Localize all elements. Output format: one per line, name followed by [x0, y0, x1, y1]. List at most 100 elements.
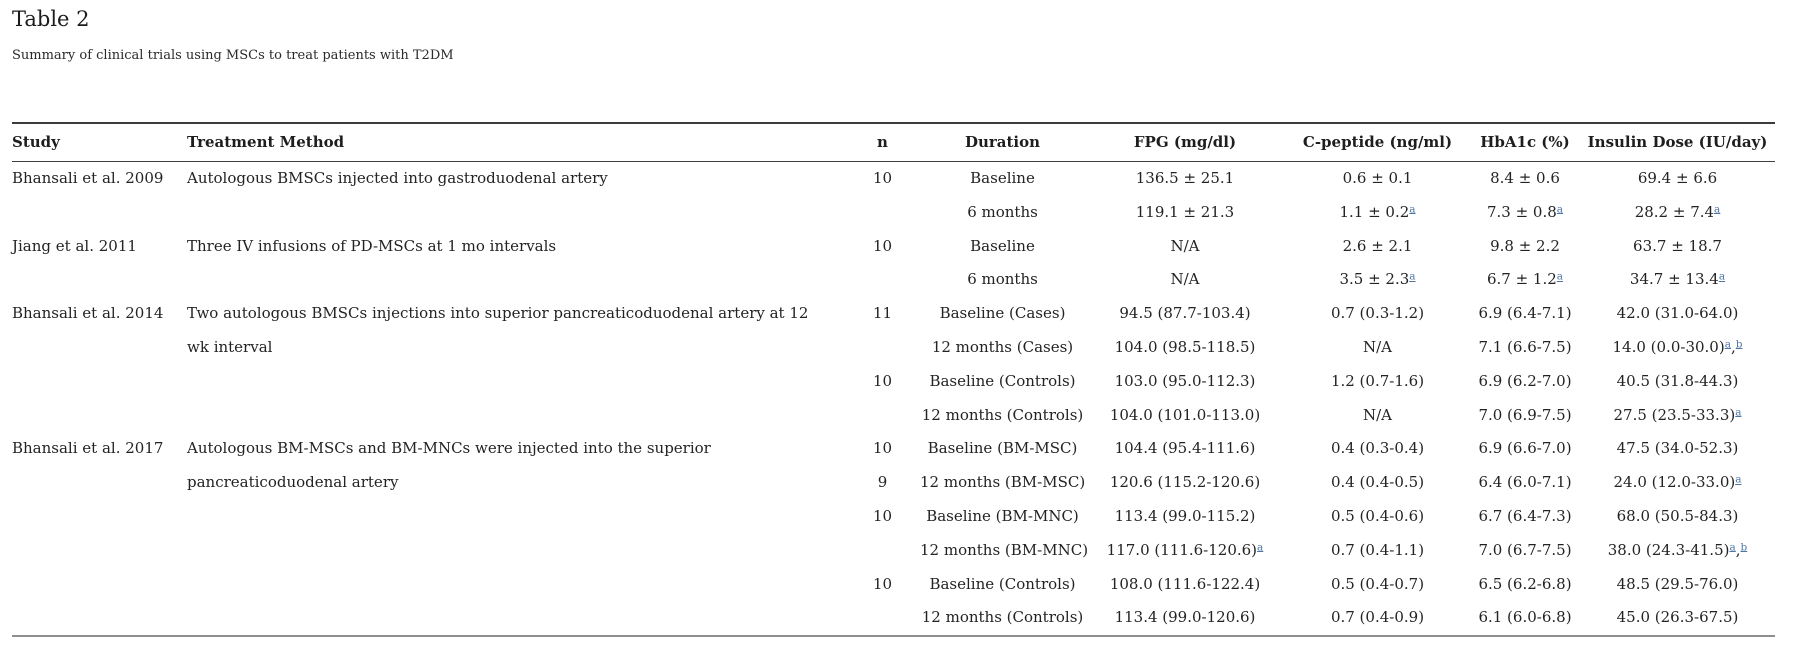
insulin-cell: 68.0 (50.5-84.3)	[1616, 506, 1739, 525]
hba1c-cell: 6.7 ± 1.2a	[1486, 270, 1564, 289]
n-cell: 9	[877, 473, 888, 492]
duration-cell: Baseline (BM-MNC)	[926, 506, 1079, 525]
hba1c-cell: 7.1 (6.6-7.5)	[1478, 337, 1572, 356]
n-cell: 11	[872, 304, 893, 323]
footnote-link-b[interactable]: b	[1735, 338, 1743, 351]
hba1c-cell: 9.8 ± 2.2	[1490, 236, 1560, 255]
table-row: 6 months N/A 3.5 ± 2.3a 6.7 ± 1.2a 34.7 ± 13…	[12, 263, 1775, 297]
fpg-cell: 119.1 ± 21.3	[1135, 202, 1235, 221]
n-cell: 10	[872, 169, 893, 187]
n-cell	[845, 196, 920, 230]
c-peptide-cell: 0.7 (0.4-1.1)	[1330, 540, 1425, 559]
insulin-cell: 38.0 (24.3-41.5)a,b	[1607, 540, 1748, 559]
table-row: 6 months 119.1 ± 21.3 1.1 ± 0.2a 7.3 ± 0.8a…	[12, 196, 1775, 230]
fpg-cell: 108.0 (111.6-122.4)	[1109, 574, 1261, 593]
hba1c-cell: 6.1 (6.0-6.8)	[1478, 608, 1572, 627]
footnote-link-a[interactable]: a	[1735, 406, 1742, 419]
hba1c-cell: 6.7 (6.4-7.3)	[1478, 506, 1572, 525]
study-cell: Bhansali et al. 2009	[12, 169, 164, 187]
table-body: Bhansali et al. 2009 Autologous BMSCs inj…	[12, 162, 1775, 637]
hba1c-cell: 7.0 (6.7-7.5)	[1478, 540, 1572, 559]
fpg-cell: 120.6 (115.2-120.6)	[1109, 473, 1261, 492]
insulin-cell: 47.5 (34.0-52.3)	[1616, 439, 1739, 458]
table-row: Bhansali et al. 2017 Autologous BM-MSCs a…	[12, 432, 1775, 491]
duration-cell: 12 months (Controls)	[921, 608, 1084, 627]
study-cell: Bhansali et al. 2017	[12, 439, 164, 458]
hba1c-cell: 6.9 (6.6-7.0)	[1478, 439, 1572, 458]
clinical-trials-table: Study Treatment Method n Duration FPG (mg/dl…	[12, 122, 1775, 638]
hba1c-cell: 7.0 (6.9-7.5)	[1478, 405, 1572, 424]
header-row: Study Treatment Method n Duration FPG (mg/dl…	[12, 123, 1775, 162]
table-caption: Summary of clinical trials using MSCs to…	[12, 48, 454, 63]
footnote-link-a[interactable]: a	[1556, 203, 1564, 216]
footnote-link-a[interactable]: a	[1409, 270, 1416, 283]
footnote-link-a[interactable]: a	[1729, 541, 1736, 554]
table-row: Jiang et al. 2011 Three IV infusions of P…	[12, 230, 1775, 264]
c-peptide-cell: 1.2 (0.7-1.6)	[1330, 371, 1425, 390]
table-row: 12 months (Controls) 104.0 (101.0-113.0) N…	[12, 399, 1775, 433]
column-header-n: n	[845, 123, 920, 162]
c-peptide-cell: N/A	[1362, 337, 1392, 356]
c-peptide-cell: 0.4 (0.4-0.5)	[1330, 473, 1425, 492]
treatment-cell: Autologous BMSCs injected into gastroduo…	[187, 169, 608, 187]
fpg-cell: 136.5 ± 25.1	[1135, 169, 1235, 187]
table-row: 12 months (Controls) 113.4 (99.0-120.6) 0.…	[12, 601, 1775, 636]
insulin-cell: 27.5 (23.5-33.3)a	[1613, 405, 1742, 424]
table-row: Bhansali et al. 2014 Two autologous BMSCs…	[12, 297, 1775, 356]
duration-cell: 6 months	[967, 270, 1038, 289]
duration-cell: Baseline (Controls)	[929, 371, 1076, 390]
c-peptide-cell: 2.6 ± 2.1	[1342, 236, 1413, 255]
hba1c-cell: 8.4 ± 0.6	[1490, 169, 1560, 187]
fpg-cell: 104.4 (95.4-111.6)	[1114, 439, 1256, 458]
table-header: Study Treatment Method n Duration FPG (mg/dl…	[12, 123, 1775, 162]
duration-cell: 12 months (BM-MSC)	[920, 473, 1086, 492]
table-row: 10 Baseline (BM-MNC) 113.4 (99.0-115.2) 0.5…	[12, 500, 1775, 534]
study-cell: Bhansali et al. 2014	[12, 304, 164, 323]
c-peptide-cell: 0.7 (0.3-1.2)	[1330, 304, 1425, 323]
insulin-cell: 45.0 (26.3-67.5)	[1616, 608, 1739, 627]
footnote-link-a[interactable]: a	[1257, 541, 1264, 554]
duration-cell: Baseline	[970, 236, 1035, 255]
footnote-link-a[interactable]: a	[1718, 270, 1726, 283]
n-cell	[845, 331, 920, 365]
insulin-cell: 28.2 ± 7.4a	[1634, 202, 1721, 221]
footnote-link-a[interactable]: a	[1409, 203, 1416, 216]
column-header-duration: Duration	[920, 123, 1085, 162]
table-title: Table 2	[12, 7, 90, 31]
c-peptide-cell: 0.4 (0.3-0.4)	[1330, 439, 1425, 458]
fpg-cell: 103.0 (95.0-112.3)	[1114, 371, 1256, 390]
duration-cell: 12 months (Controls)	[921, 405, 1084, 424]
footnote-link-b[interactable]: b	[1740, 541, 1748, 554]
duration-cell: Baseline (BM-MSC)	[927, 439, 1078, 458]
table-row: 10 Baseline (Controls) 103.0 (95.0-112.3) 1…	[12, 365, 1775, 399]
footnote-link-a[interactable]: a	[1556, 270, 1564, 283]
c-peptide-cell: 1.1 ± 0.2a	[1339, 202, 1416, 221]
insulin-cell: 24.0 (12.0-33.0)a	[1613, 473, 1742, 492]
footnote-link-a[interactable]: a	[1735, 473, 1742, 486]
insulin-cell: 69.4 ± 6.6	[1637, 169, 1718, 187]
column-header-hba1c: HbA1c (%)	[1470, 123, 1580, 162]
hba1c-cell: 6.9 (6.2-7.0)	[1478, 371, 1572, 390]
treatment-cell: Three IV infusions of PD-MSCs at 1 mo in…	[187, 236, 557, 255]
duration-cell: 12 months (Cases)	[931, 337, 1074, 356]
footnote-link-a[interactable]: a	[1714, 203, 1721, 216]
column-header-insulin: Insulin Dose (IU/day)	[1580, 123, 1775, 162]
duration-cell: 12 months (BM-MNC)	[920, 540, 1089, 559]
column-header-c_peptide: C-peptide (ng/ml)	[1285, 123, 1470, 162]
hba1c-cell: 6.4 (6.0-7.1)	[1478, 473, 1572, 492]
study-cell: Jiang et al. 2011	[12, 236, 137, 255]
fpg-cell: N/A	[1170, 270, 1200, 289]
c-peptide-cell: N/A	[1362, 405, 1392, 424]
column-header-fpg: FPG (mg/dl)	[1085, 123, 1285, 162]
hba1c-cell: 7.3 ± 0.8a	[1486, 202, 1564, 221]
hba1c-cell: 6.9 (6.4-7.1)	[1478, 304, 1572, 323]
treatment-cell: Autologous BM-MSCs and BM-MNCs were inje…	[187, 439, 711, 492]
insulin-cell: 42.0 (31.0-64.0)	[1616, 304, 1739, 323]
table-row: 12 months (BM-MNC) 117.0 (111.6-120.6)a 0.…	[12, 534, 1775, 568]
table-row: 10 Baseline (Controls) 108.0 (111.6-122.4)…	[12, 568, 1775, 602]
n-cell: 10	[872, 574, 893, 593]
fpg-cell: N/A	[1170, 236, 1200, 255]
footnote-link-a[interactable]: a	[1724, 338, 1731, 351]
duration-cell: Baseline (Cases)	[939, 304, 1066, 323]
table-row: 12 months (Cases) 104.0 (98.5-118.5) N/A 7.…	[12, 331, 1775, 365]
